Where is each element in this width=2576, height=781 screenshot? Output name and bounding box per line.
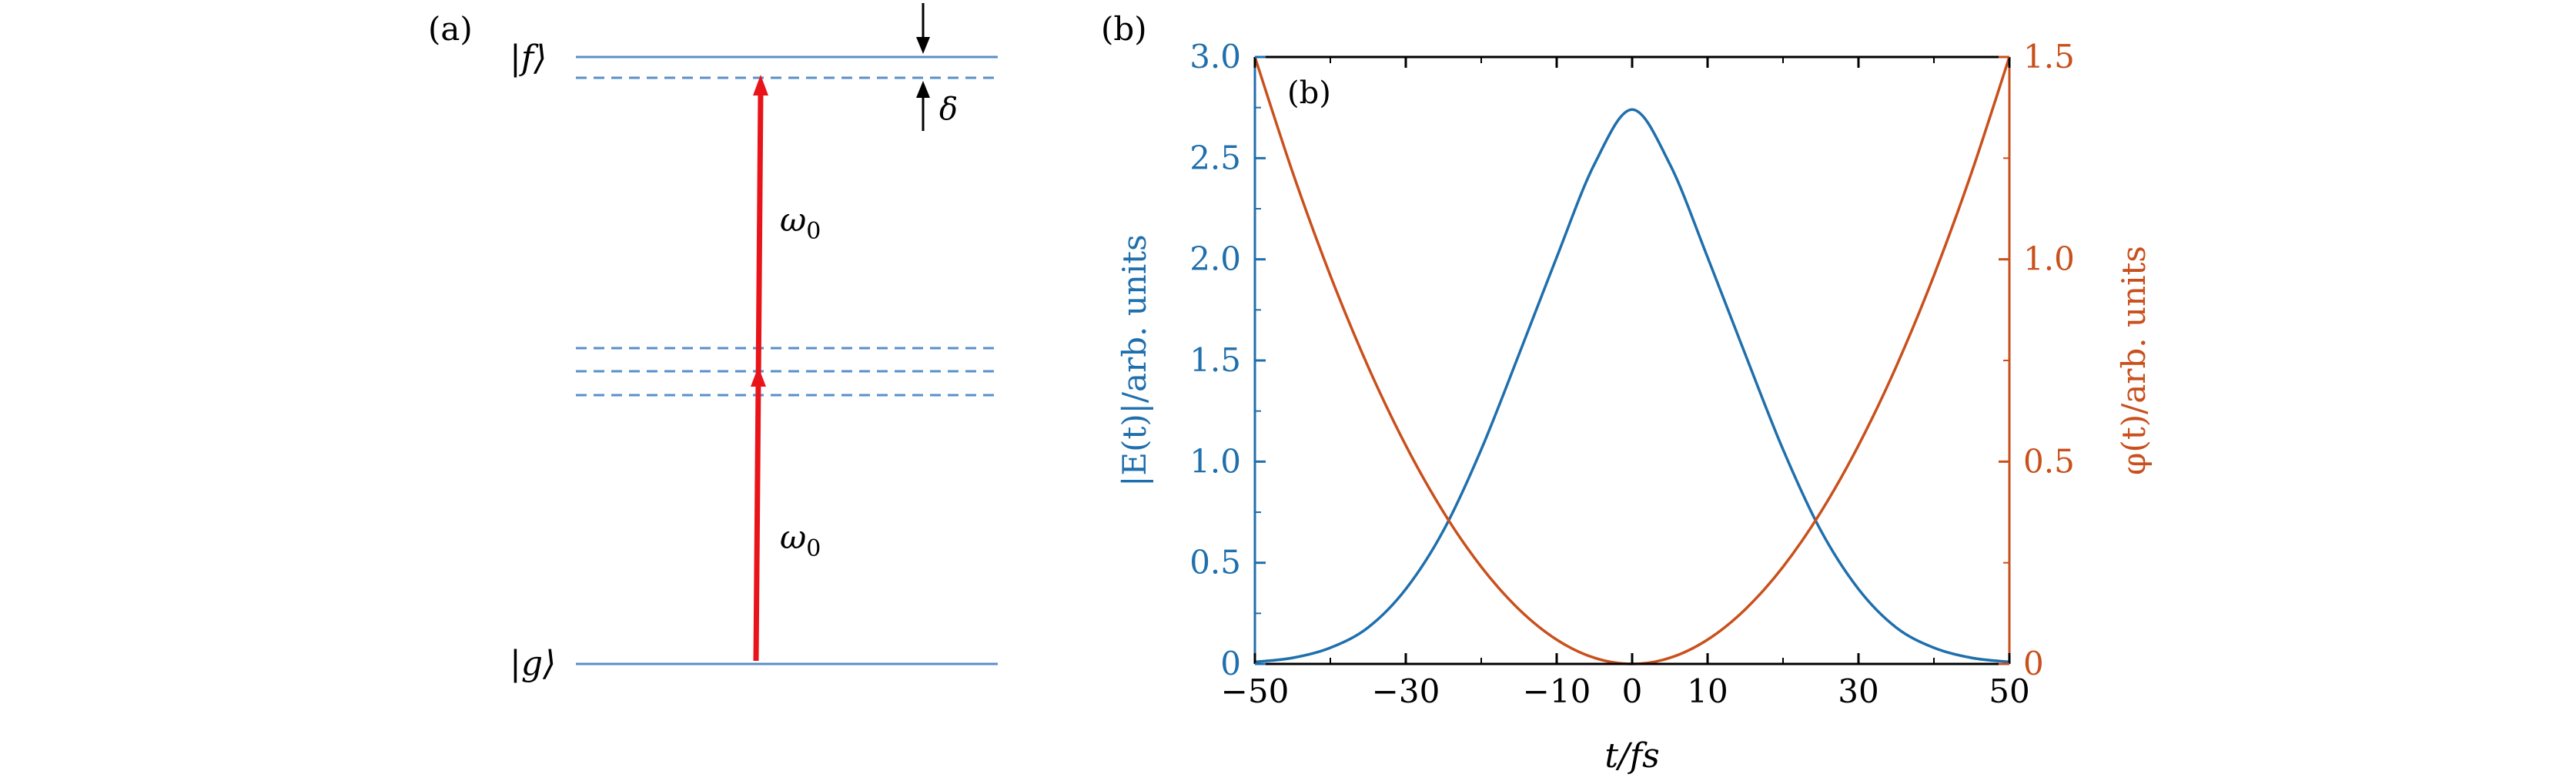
left-tick-label: 1.0 (1189, 442, 1241, 480)
right-tick-label: 1.0 (2023, 240, 2075, 278)
x-tick-label: −50 (1221, 672, 1290, 710)
right-tick-label: 1.5 (2023, 38, 2075, 75)
energy-level-diagram: (a) |f⟩ |g⟩ ω0 ω0 δ (428, 3, 998, 683)
pulse-chart: (b) (b) −50 −30 −10 0 10 30 50 0 0.5 1.0 1.5 2.0 2.… (1101, 10, 2153, 776)
detuning-arrow-up-head (916, 81, 930, 98)
x-axis-title: t/fs (1604, 736, 1659, 776)
detuning-label: δ (939, 92, 958, 127)
detuning-arrow-down-head (916, 37, 930, 54)
left-tick-label: 2.5 (1189, 139, 1241, 176)
left-axis-ticks: 0 0.5 1.0 1.5 2.0 2.5 3.0 (1189, 38, 1266, 682)
left-tick-label: 1.5 (1189, 341, 1241, 379)
panel-a-label: (a) (428, 10, 473, 48)
panel-b-outer-label: (b) (1101, 10, 1147, 48)
left-tick-label: 0.5 (1189, 544, 1241, 582)
x-tick-label: 30 (1838, 672, 1878, 710)
x-tick-label: 10 (1687, 672, 1728, 710)
left-tick-label: 0 (1220, 645, 1241, 682)
right-tick-label: 0 (2023, 645, 2044, 682)
left-tick-label: 2.0 (1189, 240, 1241, 278)
photon-energy-label-upper: ω0 (780, 201, 821, 245)
left-tick-label: 3.0 (1189, 38, 1241, 75)
photon-energy-label-lower: ω0 (780, 518, 821, 562)
x-tick-label: −30 (1372, 672, 1440, 710)
series-phase-line (1253, 56, 2011, 665)
ground-state-label: |g⟩ (510, 644, 556, 683)
right-axis-ticks: 0 0.5 1.0 1.5 (1999, 38, 2075, 682)
x-tick-label: −10 (1523, 672, 1591, 710)
right-tick-label: 0.5 (2023, 442, 2075, 480)
x-axis-ticks: −50 −30 −10 0 10 30 50 (1221, 57, 2030, 710)
series-field-amplitude-line (1254, 108, 2010, 664)
x-tick-label: 50 (1989, 672, 2029, 710)
photon-arrow-2-head (753, 75, 768, 96)
left-y-axis-title: |E(t)|/arb. units (1116, 234, 1153, 486)
plot-area (1253, 56, 2011, 665)
panel-b-inner-label: (b) (1287, 75, 1331, 111)
photon-arrow-2-shaft (755, 92, 764, 386)
x-tick-label: 0 (1622, 672, 1643, 710)
right-y-axis-title: φ(t)/arb. units (2115, 246, 2153, 475)
upper-state-label: |f⟩ (510, 39, 547, 78)
photon-arrow-1-shaft (753, 382, 761, 662)
